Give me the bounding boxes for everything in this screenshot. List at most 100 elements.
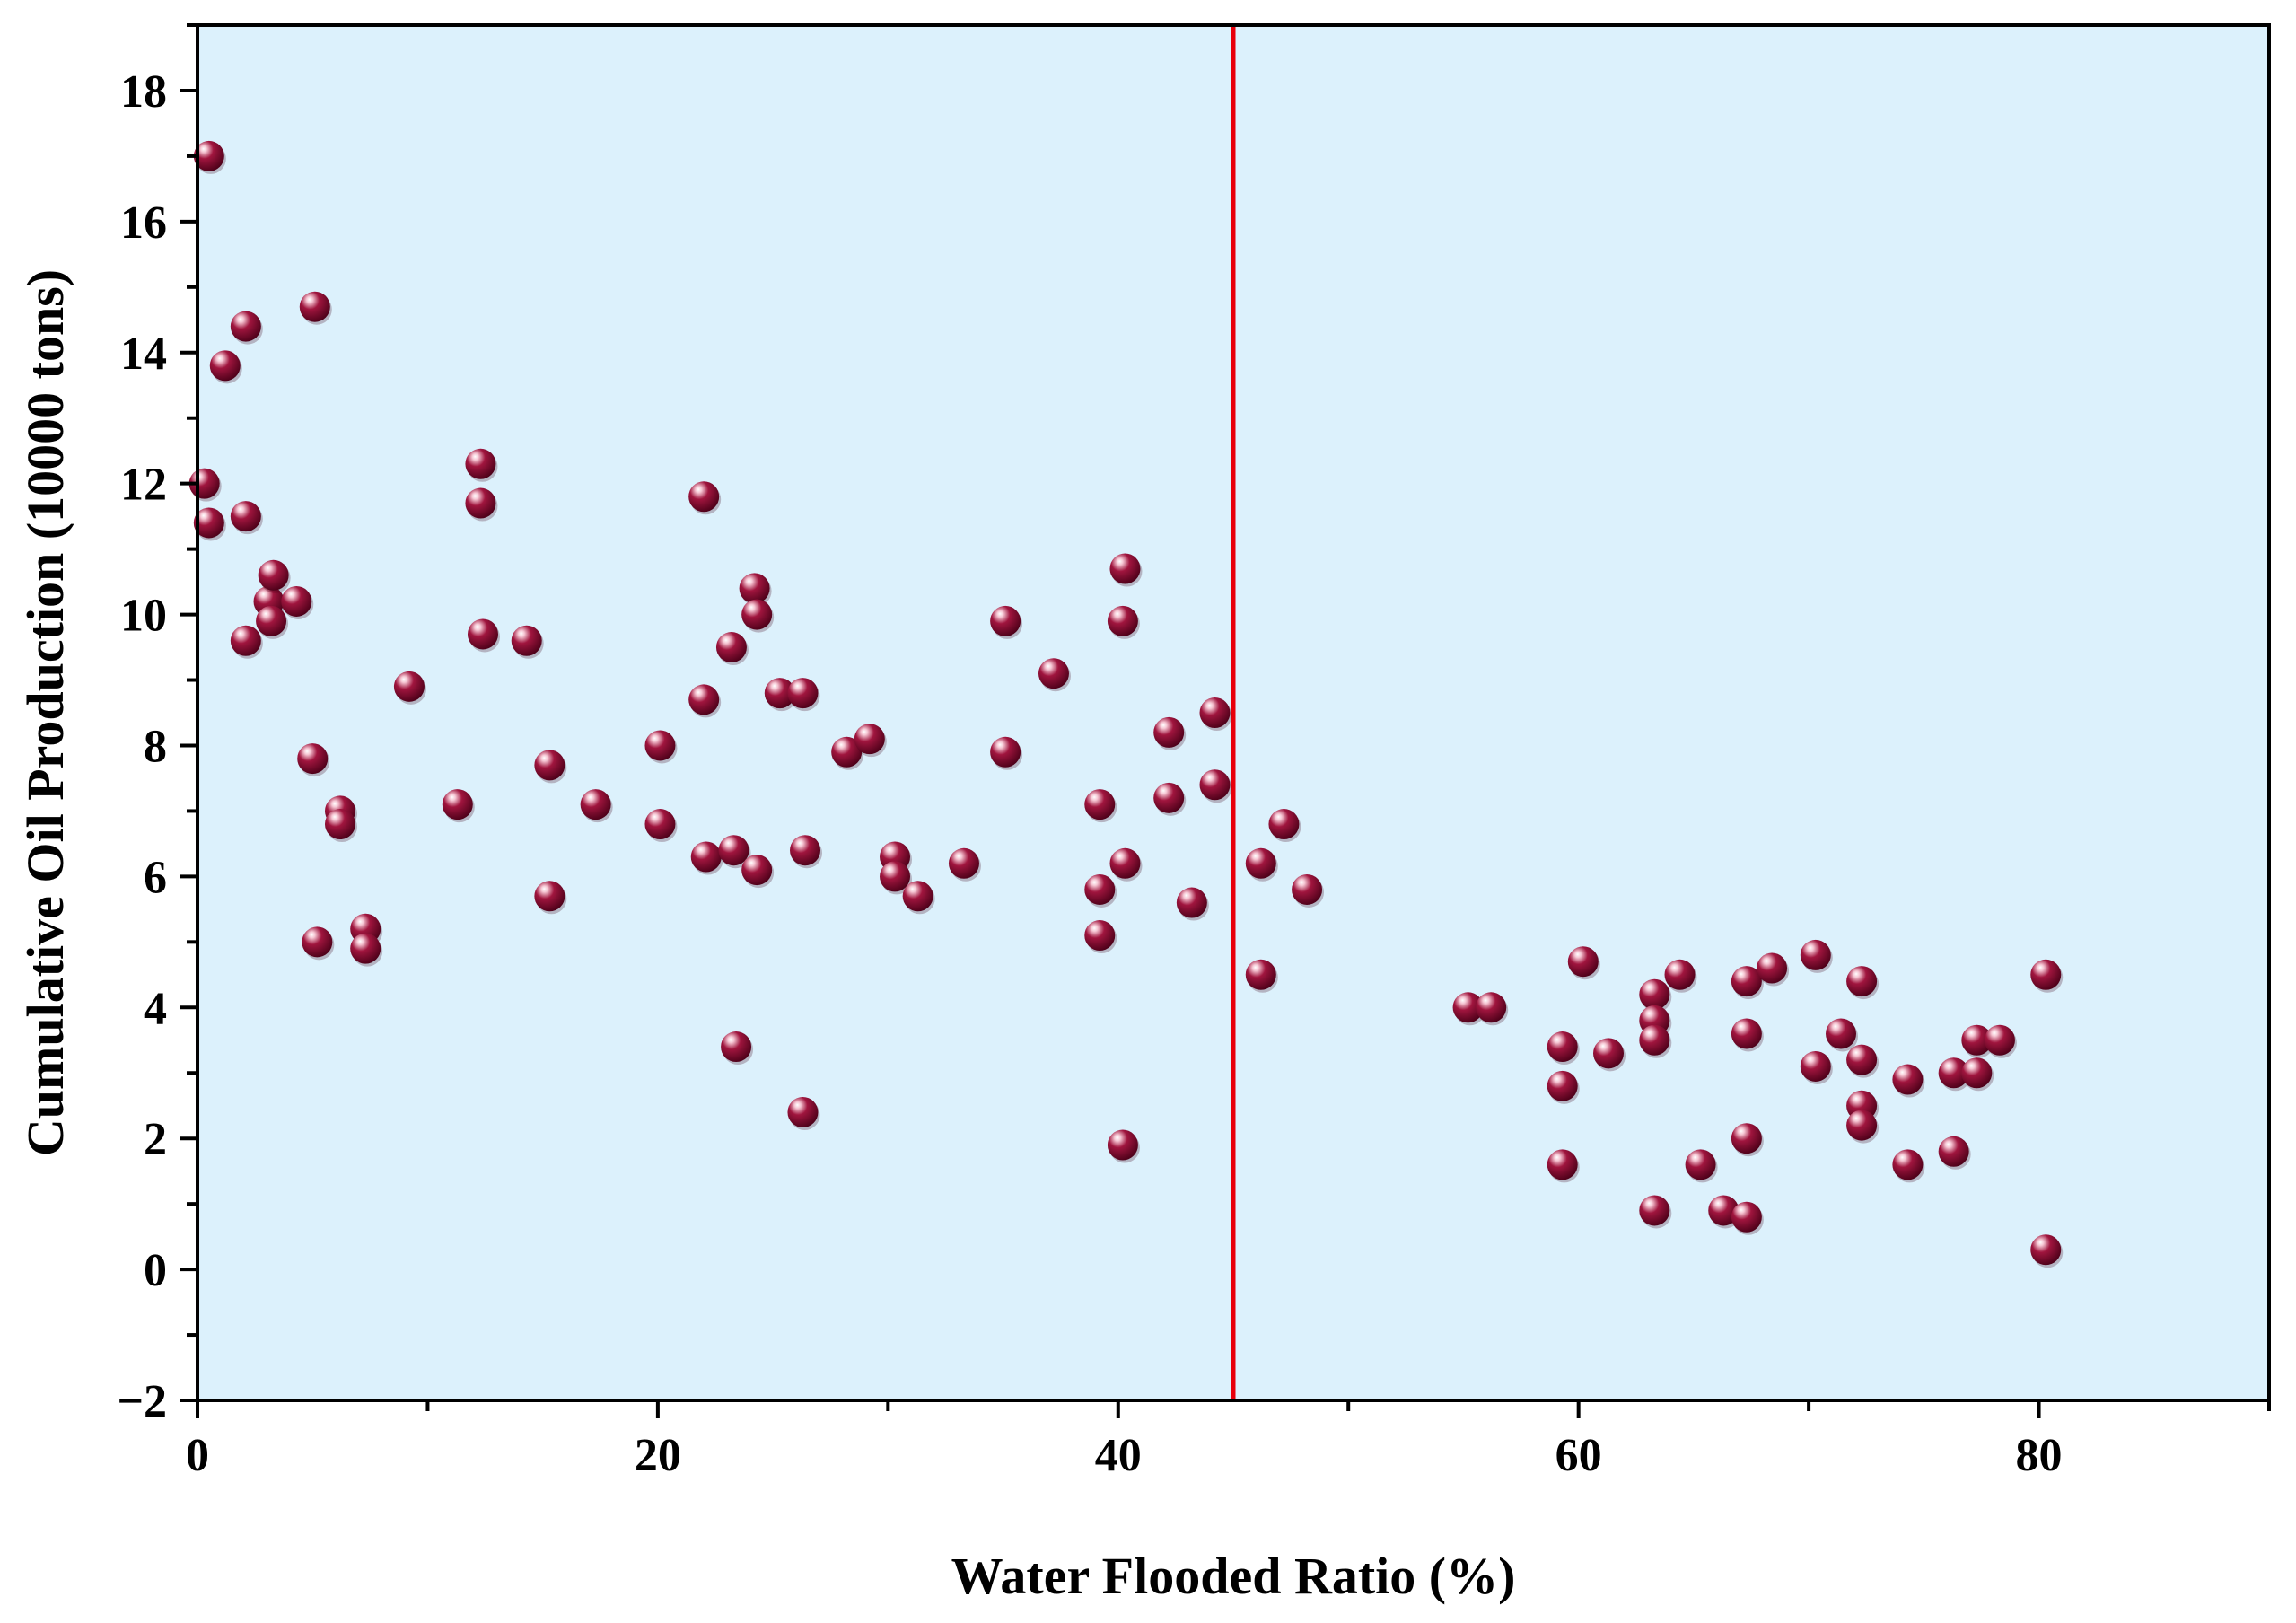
data-point: [718, 835, 749, 866]
data-point: [1846, 1044, 1878, 1075]
data-point: [787, 1097, 819, 1128]
data-point: [1846, 1110, 1878, 1141]
data-point: [299, 291, 330, 322]
data-point: [1153, 782, 1185, 813]
data-point: [1109, 553, 1141, 584]
data-point: [297, 743, 329, 775]
x-tick-label: 0: [186, 1430, 209, 1481]
data-point: [1731, 1018, 1762, 1049]
data-point: [1109, 847, 1141, 879]
data-point: [831, 736, 863, 768]
y-tick-label: 10: [120, 591, 167, 642]
data-point: [739, 573, 770, 604]
data-point: [741, 599, 773, 630]
data-point: [350, 933, 381, 964]
data-point: [465, 487, 496, 519]
data-point: [721, 1031, 752, 1063]
data-point: [1731, 1201, 1762, 1233]
y-tick-label: 14: [120, 329, 167, 380]
data-point: [393, 671, 425, 702]
data-point: [256, 605, 287, 636]
data-point: [1639, 1195, 1670, 1226]
data-point: [1245, 847, 1276, 879]
data-point: [1292, 873, 1323, 905]
data-point: [1084, 789, 1116, 820]
data-point: [990, 605, 1021, 636]
data-point: [302, 926, 333, 958]
data-point: [1452, 992, 1484, 1023]
data-point: [467, 618, 498, 650]
y-axis-title: Cumulative Oil Production (10000 tons): [16, 269, 74, 1156]
data-point: [1800, 939, 1831, 970]
y-tick-label: 8: [144, 721, 167, 772]
y-tick-label: 4: [144, 983, 167, 1034]
data-point: [1984, 1024, 2015, 1056]
data-point: [1199, 697, 1231, 728]
data-point: [1826, 1018, 1857, 1049]
data-point: [1708, 1195, 1740, 1226]
data-point: [741, 855, 773, 886]
x-tick-label: 80: [2016, 1430, 2063, 1481]
y-tick-label: 6: [144, 852, 167, 903]
data-point: [281, 585, 312, 617]
data-point: [854, 724, 885, 755]
y-tick-label: 16: [120, 197, 167, 249]
data-point: [442, 789, 473, 820]
data-point: [1664, 959, 1696, 990]
data-point: [1757, 952, 1788, 984]
data-point: [1639, 978, 1670, 1010]
data-point: [764, 678, 795, 709]
y-tick-label: −2: [117, 1376, 167, 1427]
data-point: [1153, 716, 1185, 748]
data-point: [1547, 1031, 1578, 1063]
x-tick-label: 20: [635, 1430, 681, 1481]
data-point: [1685, 1149, 1716, 1180]
data-point: [1268, 809, 1300, 840]
y-tick-label: 2: [144, 1114, 167, 1165]
data-point: [1199, 769, 1231, 801]
y-tick-label: 18: [120, 66, 167, 118]
data-point: [1731, 966, 1762, 997]
data-point: [1176, 887, 1207, 918]
data-point: [1938, 1057, 1969, 1089]
data-point: [1892, 1149, 1924, 1180]
data-point: [1961, 1057, 1993, 1089]
data-point: [902, 881, 933, 912]
data-point: [1938, 1136, 1969, 1167]
data-point: [1639, 1024, 1670, 1056]
data-point: [580, 789, 611, 820]
y-tick-label: 0: [144, 1245, 167, 1296]
data-point: [324, 809, 355, 840]
data-point: [690, 841, 722, 873]
y-axis: −2 0 2 4 6 8 10 12 14 16 18: [117, 23, 197, 1427]
data-point: [990, 736, 1021, 768]
data-point: [688, 481, 720, 513]
data-point: [1107, 605, 1138, 636]
data-point: [688, 684, 720, 715]
data-point: [644, 809, 676, 840]
data-point: [209, 350, 241, 382]
data-point: [230, 501, 261, 532]
data-point: [1593, 1038, 1625, 1069]
data-point: [948, 847, 979, 879]
data-point: [2030, 1234, 2062, 1266]
data-point: [193, 140, 224, 171]
data-point: [2030, 959, 2062, 990]
data-point: [1567, 946, 1599, 978]
data-points: [188, 140, 2064, 1268]
x-tick-label: 40: [1095, 1430, 1142, 1481]
data-point: [787, 678, 819, 709]
data-point: [1107, 1129, 1138, 1161]
data-point: [1038, 658, 1069, 689]
x-axis: 0 20 40 60 80: [186, 1400, 2271, 1481]
data-point: [1547, 1149, 1578, 1180]
data-point: [230, 311, 261, 342]
data-point: [790, 835, 821, 866]
x-axis-title: Water Flooded Ratio (%): [951, 1547, 1516, 1605]
data-point: [465, 448, 496, 479]
x-tick-label: 60: [1555, 1430, 1602, 1481]
plot-frame: [196, 23, 2271, 1402]
data-point: [715, 632, 747, 663]
data-point: [644, 730, 676, 761]
